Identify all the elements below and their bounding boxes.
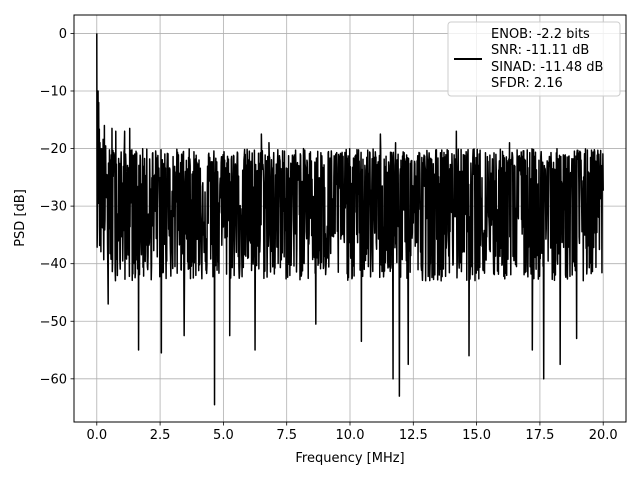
x-tick-label: 12.5 <box>399 428 428 443</box>
x-axis-label: Frequency [MHz] <box>295 451 404 466</box>
y-tick-label: −10 <box>40 84 67 99</box>
x-tick-label: 17.5 <box>525 428 554 443</box>
x-tick-label: 2.5 <box>150 428 171 443</box>
y-axis-label: PSD [dB] <box>13 189 28 247</box>
legend: ENOB: -2.2 bits SNR: -11.11 dB SINAD: -1… <box>447 21 621 97</box>
legend-sfdr: SFDR: 2.16 <box>491 76 563 91</box>
x-tick-label: 0.0 <box>86 428 107 443</box>
x-tick-label: 7.5 <box>276 428 297 443</box>
psd-series-line <box>96 33 604 406</box>
x-tick-label: 20.0 <box>589 428 618 443</box>
y-tick-label: −60 <box>40 372 67 387</box>
legend-enob: ENOB: -2.2 bits <box>491 27 590 42</box>
y-tick-label: −50 <box>40 315 67 330</box>
x-tick-label: 15.0 <box>462 428 491 443</box>
plot-area <box>96 33 604 406</box>
x-axis: 0.0 2.5 5.0 7.5 10.0 12.5 15.0 17.5 20.0 <box>86 422 618 443</box>
x-tick-label: 5.0 <box>213 428 234 443</box>
y-tick-label: 0 <box>59 27 67 42</box>
y-tick-label: −40 <box>40 257 67 272</box>
y-axis: 0 −10 −20 −30 −40 −50 −60 <box>40 27 74 387</box>
legend-box <box>447 21 621 97</box>
y-tick-label: −20 <box>40 142 67 157</box>
y-tick-label: −30 <box>40 200 67 215</box>
x-tick-label: 10.0 <box>336 428 365 443</box>
legend-sinad: SINAD: -11.48 dB <box>491 60 603 75</box>
legend-snr: SNR: -11.11 dB <box>491 43 589 58</box>
